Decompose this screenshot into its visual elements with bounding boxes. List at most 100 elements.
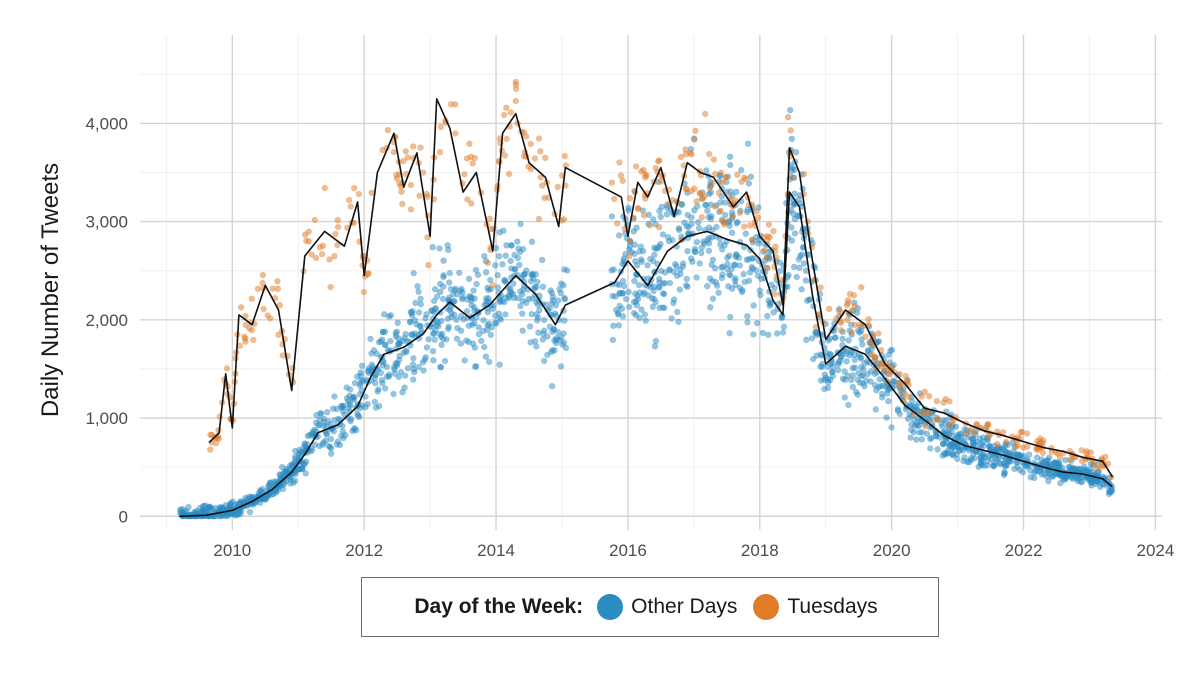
data-point <box>721 211 729 219</box>
x-tick-label: 2020 <box>873 541 911 560</box>
data-point <box>394 319 401 326</box>
data-point <box>631 241 638 248</box>
data-point <box>429 244 436 251</box>
data-point <box>707 304 714 311</box>
data-point <box>691 207 698 214</box>
data-point <box>883 414 890 421</box>
data-point <box>1019 469 1027 476</box>
data-point <box>460 316 467 323</box>
data-point <box>954 455 961 462</box>
data-point <box>625 246 633 253</box>
data-point <box>1049 473 1057 480</box>
data-point <box>860 366 867 373</box>
data-point <box>918 393 925 400</box>
data-point <box>549 297 557 304</box>
data-point <box>416 322 423 330</box>
data-point <box>471 320 478 327</box>
data-point <box>496 361 503 368</box>
data-point <box>619 177 626 185</box>
data-point <box>503 104 510 112</box>
data-point <box>396 180 403 187</box>
data-point <box>615 281 623 288</box>
data-point <box>864 370 871 378</box>
data-point <box>672 260 679 268</box>
y-tick-label: 1,000 <box>85 409 128 428</box>
data-point <box>884 390 891 397</box>
data-point <box>711 203 719 210</box>
data-point <box>537 148 544 155</box>
data-point <box>430 176 437 183</box>
data-point <box>802 277 809 284</box>
data-point <box>837 327 844 334</box>
data-point <box>534 301 542 308</box>
data-point <box>693 198 700 205</box>
data-point <box>608 179 616 186</box>
data-point <box>502 252 509 259</box>
data-point <box>295 465 302 473</box>
data-point <box>718 264 725 271</box>
data-point <box>655 224 663 231</box>
data-point <box>871 382 879 389</box>
data-point <box>684 248 691 255</box>
data-point <box>561 317 568 324</box>
data-point <box>486 358 493 366</box>
legend-label-tuesdays: Tuesdays <box>787 595 878 618</box>
data-point <box>713 223 720 231</box>
data-point <box>993 456 1001 463</box>
data-point <box>742 230 749 237</box>
data-point <box>902 372 909 380</box>
data-point <box>765 331 772 338</box>
data-point <box>862 333 869 340</box>
data-point <box>631 277 638 285</box>
data-point <box>668 315 675 322</box>
data-point <box>431 286 439 293</box>
data-point <box>632 258 639 265</box>
data-point <box>641 311 648 318</box>
data-point <box>339 403 346 410</box>
data-point <box>644 262 651 269</box>
data-point <box>841 368 848 375</box>
data-point <box>1003 438 1010 446</box>
data-point <box>397 368 405 376</box>
data-point <box>399 200 406 208</box>
data-point <box>608 267 615 274</box>
data-point <box>861 360 868 367</box>
data-point <box>493 320 500 327</box>
data-point <box>308 251 315 258</box>
data-point <box>420 367 427 374</box>
data-point <box>652 337 660 345</box>
data-point <box>798 251 805 258</box>
data-point <box>848 329 855 336</box>
data-point <box>984 457 992 464</box>
data-point <box>683 223 690 230</box>
data-point <box>556 286 563 293</box>
data-point <box>473 280 480 288</box>
data-point <box>383 373 391 380</box>
data-point <box>616 159 623 166</box>
data-point <box>377 369 385 376</box>
data-point <box>496 314 504 322</box>
data-point <box>463 308 471 315</box>
data-point <box>894 405 902 413</box>
data-point <box>312 419 320 426</box>
data-point <box>626 237 634 245</box>
data-point <box>534 278 541 286</box>
data-point <box>522 133 530 140</box>
data-point <box>698 214 705 221</box>
data-point <box>846 290 854 298</box>
data-point <box>746 222 754 229</box>
data-point <box>791 230 799 237</box>
data-point <box>382 385 389 392</box>
data-point <box>327 283 334 291</box>
data-point <box>933 397 941 405</box>
data-point <box>726 153 734 161</box>
data-point <box>698 249 705 257</box>
data-point <box>875 330 882 337</box>
data-point <box>433 293 441 300</box>
data-point <box>826 305 833 312</box>
data-point <box>749 236 756 244</box>
data-point <box>907 434 914 441</box>
data-point <box>457 340 465 347</box>
data-point <box>832 334 839 341</box>
data-point <box>705 247 713 255</box>
